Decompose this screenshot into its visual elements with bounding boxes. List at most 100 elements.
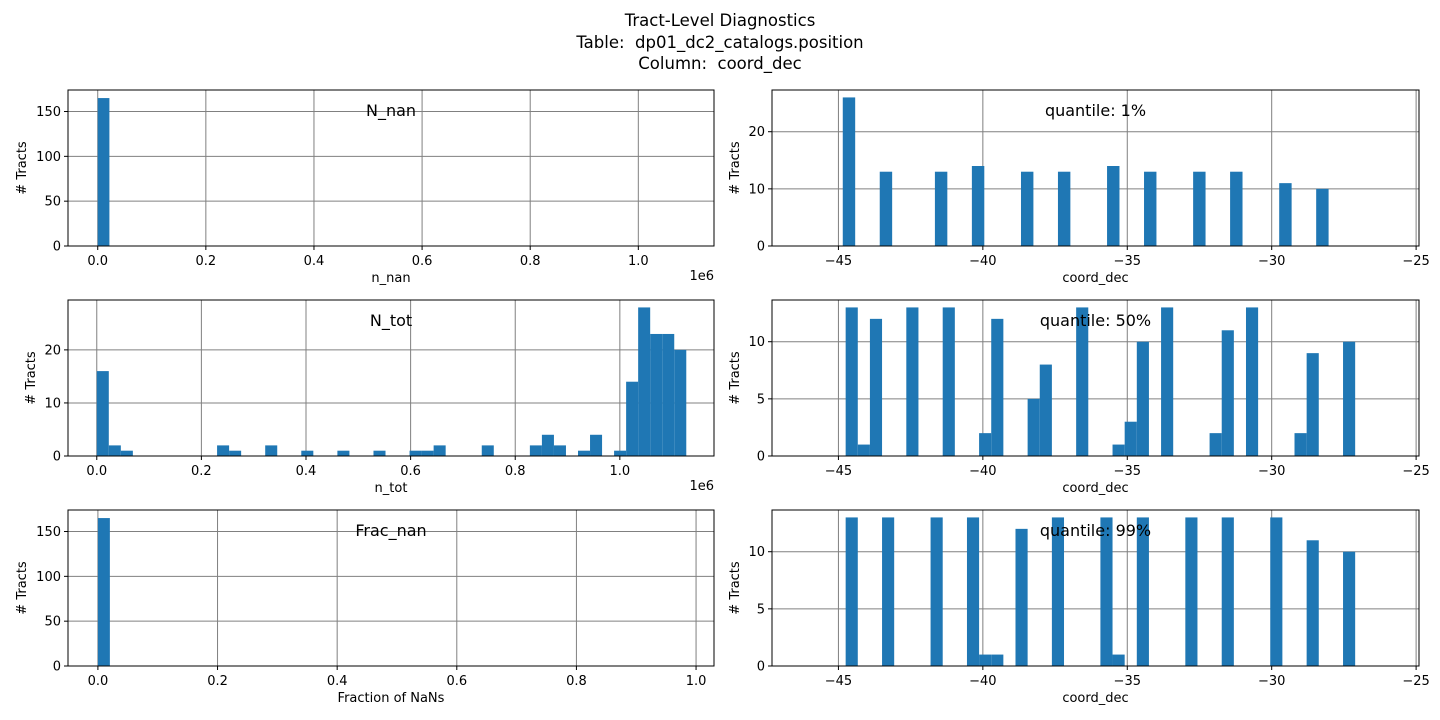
x-tick-label: −40 xyxy=(969,674,996,689)
bar xyxy=(337,450,350,456)
bar xyxy=(578,450,591,456)
bar xyxy=(265,445,278,456)
y-tick-label: 50 xyxy=(44,195,61,210)
panel-annotation: N_nan xyxy=(366,101,416,121)
bar xyxy=(1112,654,1125,666)
y-axis-label: # Tracts xyxy=(728,561,743,615)
y-tick-label: 0 xyxy=(53,240,61,255)
x-tick-label: 1.0 xyxy=(628,254,649,269)
bar xyxy=(966,517,980,666)
bar xyxy=(857,444,870,456)
x-axis-label: coord_dec xyxy=(1062,691,1128,706)
bar xyxy=(971,166,985,246)
y-tick-label: 0 xyxy=(757,660,765,675)
x-tick-label: −30 xyxy=(1258,254,1285,269)
x-tick-label: −25 xyxy=(1402,464,1429,479)
x-offset-text: 1e6 xyxy=(689,479,714,494)
bar xyxy=(930,517,943,666)
bar xyxy=(991,654,1004,666)
y-tick-label: 0 xyxy=(757,450,765,465)
panel-annotation: quantile: 1% xyxy=(1045,101,1146,120)
bar xyxy=(1316,188,1329,246)
bar xyxy=(1294,433,1307,456)
panel-q99: −45 −40 −35 −30 −25 0 5 10 coord_dec # Tracts quan… xyxy=(728,509,1430,706)
bar xyxy=(1136,517,1149,666)
x-axis-label: Fraction of NaNs xyxy=(338,691,445,706)
figure-title-line-3: Column: coord_dec xyxy=(638,54,802,73)
bar xyxy=(674,349,687,456)
x-tick-label: 0.8 xyxy=(505,464,526,479)
axes-frame xyxy=(771,509,1420,667)
panel-frac_nan: 0.0 0.2 0.4 0.6 0.8 1.0 0 50 100 150 Fraction of N… xyxy=(15,509,715,706)
bar xyxy=(626,381,639,456)
bar xyxy=(991,318,1004,456)
y-tick-label: 100 xyxy=(36,570,61,585)
x-tick-label: 0.2 xyxy=(191,464,212,479)
panel-q1: −45 −40 −35 −30 −25 0 10 20 coord_dec # Tracts qua… xyxy=(728,89,1430,286)
y-axis-label: # Tracts xyxy=(24,351,39,405)
bar xyxy=(614,450,627,456)
y-tick-label: 5 xyxy=(757,602,765,617)
x-tick-label: −40 xyxy=(969,254,996,269)
x-tick-label: −45 xyxy=(825,674,852,689)
y-tick-label: 5 xyxy=(757,392,765,407)
bar xyxy=(906,307,919,456)
bar xyxy=(942,307,955,456)
y-axis-label: # Tracts xyxy=(728,141,743,195)
x-tick-label: 0.4 xyxy=(304,254,325,269)
bar xyxy=(1245,307,1259,456)
panel-n_tot: 0.0 0.2 0.4 0.6 0.8 1.0 0 10 20 n_tot # Tracts 1e6 N… xyxy=(24,299,715,496)
bar xyxy=(1209,433,1222,456)
x-axis-label: n_tot xyxy=(375,481,408,496)
bar xyxy=(421,450,434,456)
bar xyxy=(842,97,856,246)
bar xyxy=(1343,341,1356,456)
bar xyxy=(1230,171,1243,246)
bar xyxy=(1343,551,1356,666)
x-tick-label: 1.0 xyxy=(610,464,631,479)
bar xyxy=(1124,421,1137,456)
bar xyxy=(879,171,893,246)
x-offset-text: 1e6 xyxy=(689,269,714,284)
bar xyxy=(1051,517,1065,666)
y-tick-label: 0 xyxy=(757,240,765,255)
bar xyxy=(1144,171,1157,246)
panel-annotation: quantile: 50% xyxy=(1040,311,1151,330)
y-tick-label: 100 xyxy=(36,150,61,165)
bar xyxy=(120,450,133,456)
bar xyxy=(409,450,422,456)
bar xyxy=(1136,341,1149,456)
bar xyxy=(979,654,992,666)
bar xyxy=(553,445,566,456)
x-tick-label: −45 xyxy=(825,254,852,269)
x-tick-label: 0.0 xyxy=(86,464,107,479)
bar xyxy=(301,450,314,456)
panel-annotation: quantile: 99% xyxy=(1040,521,1151,540)
y-tick-label: 20 xyxy=(44,343,61,358)
y-tick-label: 150 xyxy=(36,525,61,540)
x-tick-label: 0.6 xyxy=(400,464,421,479)
bar xyxy=(1100,517,1113,666)
bar xyxy=(1020,171,1034,246)
bar xyxy=(217,445,230,456)
bar xyxy=(845,517,858,666)
figure-title: Tract-Level Diagnostics Table: dp01_dc2_… xyxy=(0,10,1440,75)
x-tick-label: 0.8 xyxy=(566,674,587,689)
bar xyxy=(1185,517,1198,666)
bar xyxy=(433,445,446,456)
x-tick-label: 0.6 xyxy=(412,254,433,269)
x-tick-label: 1.0 xyxy=(686,674,707,689)
bar xyxy=(882,517,895,666)
bar xyxy=(1221,517,1234,666)
bar xyxy=(638,307,651,456)
x-tick-label: 0.0 xyxy=(87,254,108,269)
bar xyxy=(373,450,386,456)
y-tick-label: 0 xyxy=(53,660,61,675)
bar xyxy=(845,307,858,456)
y-axis-label: # Tracts xyxy=(15,141,30,195)
x-tick-label: −35 xyxy=(1114,464,1141,479)
bar xyxy=(869,318,883,456)
bar xyxy=(1015,528,1028,666)
bar xyxy=(97,98,110,246)
bar xyxy=(541,434,554,456)
